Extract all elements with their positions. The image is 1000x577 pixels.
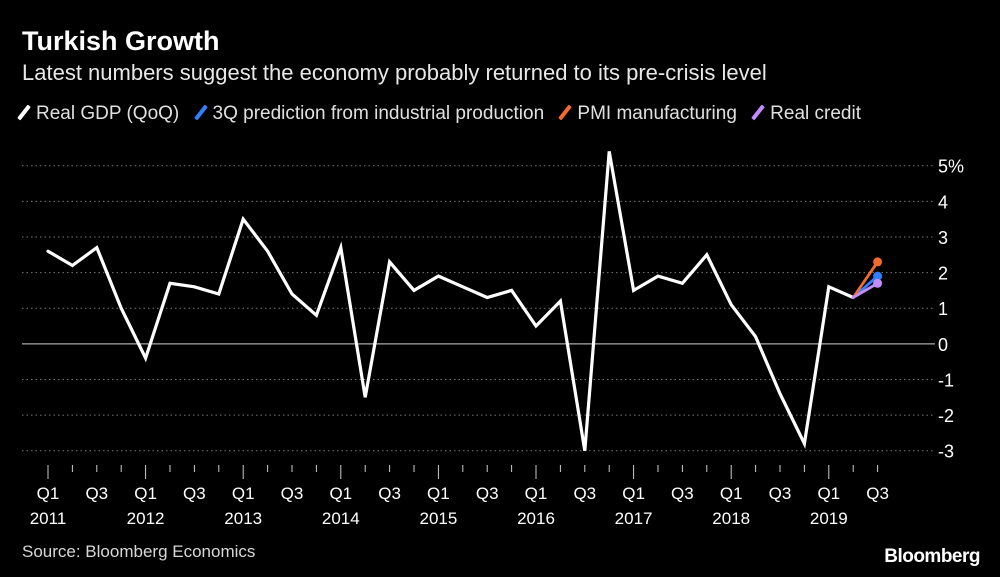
chart-title: Turkish Growth (22, 26, 220, 56)
x-tick-label: Q3 (769, 484, 792, 503)
legend-item-pmi: PMI manufacturing (558, 103, 737, 125)
x-tick-label: Q3 (866, 484, 889, 503)
bloomberg-logo: Bloomberg (884, 546, 980, 567)
series-line-3 (851, 281, 879, 299)
y-tick-label: 1 (938, 299, 948, 319)
x-year-label: 2014 (322, 509, 360, 528)
series-endpoint-3 (873, 278, 883, 288)
x-tick-label: Q1 (37, 484, 60, 503)
series-endpoint-2 (873, 257, 883, 267)
source-note: Source: Bloomberg Economics (22, 542, 256, 561)
y-tick-label: 3 (938, 228, 948, 248)
x-year-label: 2015 (419, 509, 457, 528)
x-tick-label: Q3 (671, 484, 694, 503)
x-tick-label: Q1 (622, 484, 645, 503)
x-tick-label: Q1 (427, 484, 450, 503)
x-tick-label: Q1 (720, 484, 743, 503)
y-tick-label: 4 (938, 192, 948, 212)
y-tick-label: 5% (938, 157, 964, 177)
x-tick-label: Q1 (232, 484, 255, 503)
x-tick-label: Q1 (817, 484, 840, 503)
x-year-label: 2012 (127, 509, 165, 528)
x-year-label: 2011 (30, 509, 67, 528)
x-tick-label: Q1 (525, 484, 548, 503)
x-tick-label: Q3 (573, 484, 596, 503)
legend-item-real-gdp: Real GDP (QoQ) (17, 103, 180, 125)
legend-label-real-gdp: Real GDP (QoQ) (36, 103, 180, 124)
chart-subtitle: Latest numbers suggest the economy proba… (22, 60, 767, 85)
x-tick-label: Q1 (329, 484, 352, 503)
x-year-label: 2016 (517, 509, 555, 528)
legend-item-real-credit: Real credit (751, 103, 861, 125)
x-tick-label: Q1 (134, 484, 157, 503)
x-tick-label: Q3 (476, 484, 499, 503)
x-tick-label: Q3 (281, 484, 304, 503)
series-line-2 (851, 260, 879, 299)
x-tick-label: Q3 (85, 484, 108, 503)
x-year-label: 2017 (615, 509, 653, 528)
x-year-label: 2019 (810, 509, 848, 528)
x-tick-label: Q3 (378, 484, 401, 503)
series-line-0 (46, 151, 855, 451)
y-tick-label: -2 (938, 406, 954, 426)
legend-label-3q-prediction: 3Q prediction from industrial production (212, 103, 545, 124)
legend-label-real-credit: Real credit (770, 103, 861, 124)
series-endpoint-1 (873, 271, 883, 281)
y-tick-label: 0 (938, 335, 948, 355)
y-tick-label: -1 (938, 370, 954, 390)
x-tick-label: Q3 (183, 484, 206, 503)
y-tick-label: -3 (938, 442, 954, 462)
x-year-label: 2018 (712, 509, 750, 528)
y-tick-label: 2 (938, 264, 948, 284)
x-year-label: 2013 (224, 509, 262, 528)
legend-label-pmi: PMI manufacturing (577, 103, 737, 124)
legend: Real GDP (QoQ) 3Q prediction from indust… (17, 103, 875, 125)
legend-item-3q-prediction: 3Q prediction from industrial production (193, 103, 545, 125)
